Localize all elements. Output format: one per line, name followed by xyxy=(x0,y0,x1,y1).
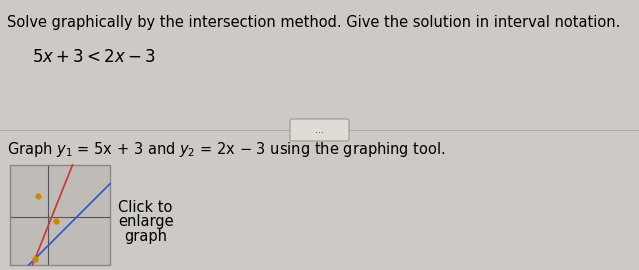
Text: ...: ... xyxy=(315,125,324,135)
Text: Click to: Click to xyxy=(118,200,173,215)
Text: $5x+3<2x-3$: $5x+3<2x-3$ xyxy=(32,48,156,66)
Text: Solve graphically by the intersection method. Give the solution in interval nota: Solve graphically by the intersection me… xyxy=(7,15,620,30)
Text: Graph $y_1$ = 5x + 3 and $y_2$ = 2x $-$ 3 using the graphing tool.: Graph $y_1$ = 5x + 3 and $y_2$ = 2x $-$ … xyxy=(7,140,445,159)
Bar xyxy=(10,165,110,265)
Text: graph: graph xyxy=(124,229,167,244)
Text: enlarge: enlarge xyxy=(118,214,174,229)
FancyBboxPatch shape xyxy=(290,119,349,141)
